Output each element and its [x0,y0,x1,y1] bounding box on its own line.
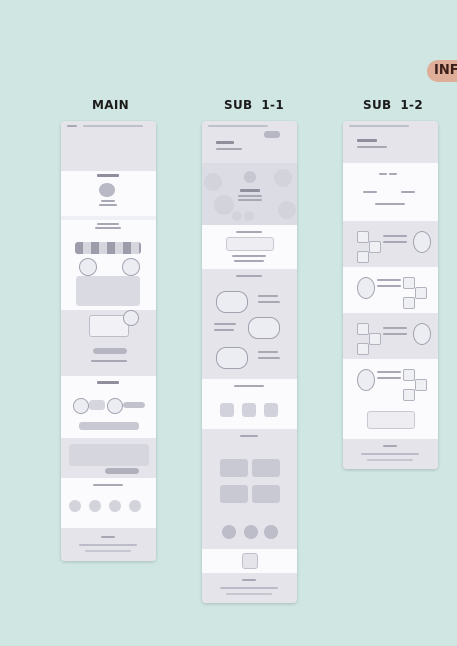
sub-1-1-intro [202,225,297,269]
main-promo-section [61,310,156,376]
sub-1-1-footer [202,573,297,603]
sub-1-1-list-section [202,269,297,379]
main-column-title: MAIN [92,98,129,112]
main-team-section [61,478,156,528]
main-wireframe [61,121,156,561]
sub-1-1-column-title: SUB 1-1 [224,98,284,112]
stall-awning [75,242,141,254]
main-hero [61,171,156,216]
sub-1-1-products [202,379,297,429]
main-gallery-section [61,438,156,478]
sub-1-2-wireframe [343,121,438,469]
main-header [61,121,156,171]
sub-1-1-hero [202,163,297,225]
sub-1-2-footer [343,439,438,469]
main-footer [61,528,156,561]
bird-icon [99,183,115,197]
sub-1-2-header [343,121,438,163]
sub-1-1-cards [202,429,297,549]
sub-1-2-row-1 [343,221,438,267]
sub-1-2-row-2 [343,267,438,313]
main-stall-section [61,220,156,310]
sub-1-2-intro [343,163,438,221]
sub-1-1-wireframe [202,121,297,603]
main-features-section [61,376,156,438]
sub-1-1-contact [202,549,297,573]
sub-1-2-column-title: SUB 1-2 [363,98,423,112]
sub-1-2-contact [343,405,438,439]
info-badge: INF [427,60,457,82]
sub-1-2-row-3 [343,313,438,359]
sub-1-2-row-4 [343,359,438,405]
info-badge-label: INF [434,63,457,78]
sub-1-1-header [202,121,297,163]
